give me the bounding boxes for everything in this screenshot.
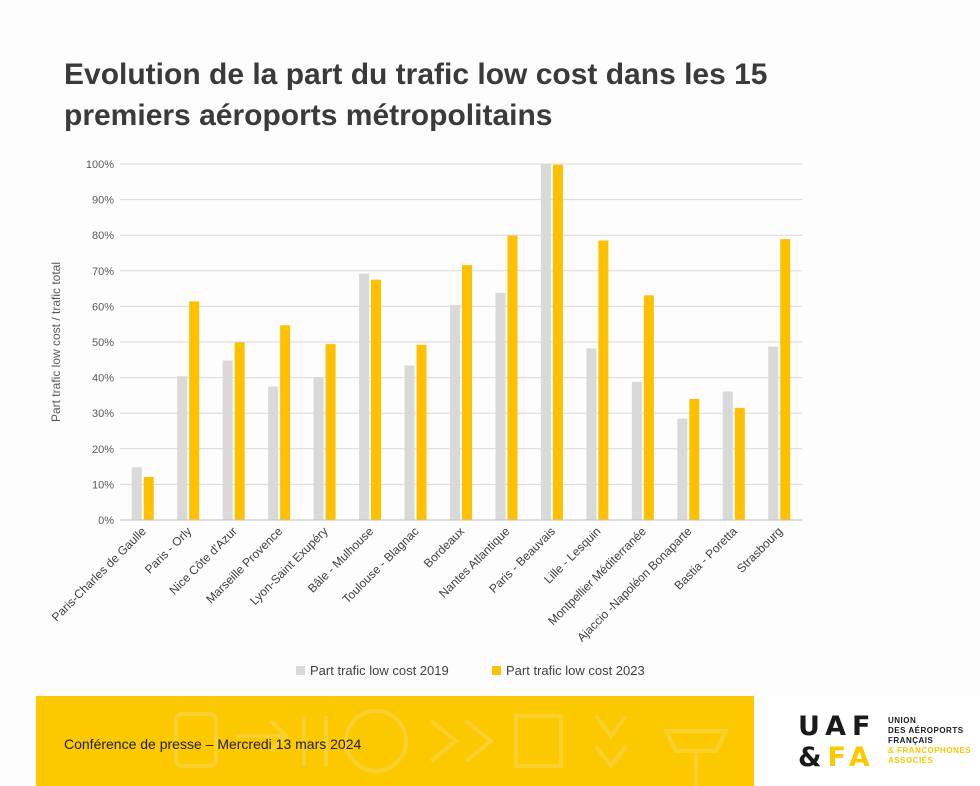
chevrons-down-icon: [594, 714, 628, 770]
bar-2023: [462, 265, 472, 520]
bar-2019: [722, 391, 733, 520]
bar-2023: [507, 235, 518, 520]
slide-title: Evolution de la part du trafic low cost …: [64, 58, 768, 132]
bar-2023: [280, 325, 291, 520]
logo-uaf: UAF: [798, 711, 877, 742]
y-tick-label: 10%: [92, 479, 114, 491]
y-tick-label: 60%: [92, 301, 114, 313]
bar-2019: [177, 376, 188, 520]
y-tick-label: 40%: [92, 373, 114, 385]
bar-2019: [495, 292, 506, 520]
bar-2019: [586, 348, 597, 520]
footer-left-panel: [36, 696, 754, 786]
footer-banner: Conférence de presse – Mercredi 13 mars …: [36, 696, 980, 786]
logo-text-line: DES AÉROPORTS: [888, 726, 964, 735]
bar-2019: [222, 360, 233, 520]
x-tick-label: Strasbourg: [734, 524, 785, 575]
logo-text-line: & FRANCOPHONES: [888, 746, 972, 755]
legend-label: Part trafic low cost 2023: [506, 663, 645, 678]
control-tower-icon: [662, 729, 730, 786]
bar-2019: [359, 273, 370, 520]
suitcase-icon: [174, 712, 218, 768]
bar-chart: 0% 10% 20% 30% 40% 50% 60% 70% 80% 90% 100% Part tr…: [49, 159, 802, 678]
bar-2023: [371, 279, 382, 520]
logo-text-line: FRANÇAIS: [888, 736, 934, 745]
logo-panel: UAF &FA UNION DES AÉROPORTS FRANÇAIS & F…: [754, 696, 980, 786]
logo-text-line: UNION: [888, 716, 917, 725]
bar-2023: [552, 164, 563, 520]
chevrons-icon: [429, 719, 495, 763]
plane-arrow-icon: [236, 719, 289, 753]
bar-2019: [768, 346, 779, 520]
y-tick-label: 30%: [92, 408, 114, 420]
bar-2023: [689, 398, 700, 520]
bar-2019: [404, 365, 415, 520]
bar-2023: [598, 240, 609, 520]
bar-2019: [450, 304, 460, 520]
logo-ampersand: &: [798, 742, 828, 773]
bar-2019: [268, 386, 279, 520]
bar-2019: [631, 381, 642, 520]
x-tick-label: Marseille Provence: [203, 524, 285, 606]
logo-fa: &FA: [798, 744, 876, 772]
x-tick-label: Lyon-Saint Exupéry: [247, 524, 331, 608]
y-tick-label: 0%: [98, 515, 114, 527]
logo-fa-letters: FA: [827, 742, 876, 773]
y-axis-label: Part trafic low cost / trafic total: [49, 262, 63, 422]
y-tick-label: 90%: [92, 195, 114, 207]
y-tick-label: 70%: [92, 266, 114, 278]
bar-2023: [234, 342, 245, 520]
circle-icon: [344, 709, 408, 773]
bar-2023: [325, 344, 336, 520]
logo-text: UNION DES AÉROPORTS FRANÇAIS & FRANCOPHO…: [888, 716, 971, 766]
bar-2019: [313, 377, 324, 520]
box-icon: [514, 714, 563, 768]
bar-2019: [131, 467, 142, 520]
legend-swatch-2019: [296, 666, 305, 675]
bar-2023: [416, 344, 427, 520]
footer-pattern-icons: [174, 709, 730, 786]
bar-2019: [540, 164, 551, 520]
y-tick-label: 20%: [92, 444, 114, 456]
x-tick-label: Bordeaux: [421, 524, 467, 570]
bar-2023: [734, 407, 745, 520]
legend-label: Part trafic low cost 2019: [310, 663, 449, 678]
y-tick-label: 50%: [92, 337, 114, 349]
logo-text-line: ASSOCIÉS: [888, 756, 934, 765]
bar-2023: [780, 239, 791, 520]
bar-2023: [189, 301, 200, 520]
y-tick-label: 100%: [86, 159, 114, 171]
bar-2023: [143, 476, 154, 520]
y-tick-label: 80%: [92, 230, 114, 242]
press-conference-text: Conférence de presse – Mercredi 13 mars …: [64, 736, 362, 752]
bar-2019: [677, 418, 688, 520]
x-tick-label: Paris-Charles de Gaulle: [49, 524, 149, 624]
bar-2023: [643, 295, 654, 520]
legend-swatch-2023: [492, 666, 501, 675]
x-tick-label: Toulouse - Blagnac: [340, 524, 422, 606]
runway-icon: [302, 716, 328, 766]
